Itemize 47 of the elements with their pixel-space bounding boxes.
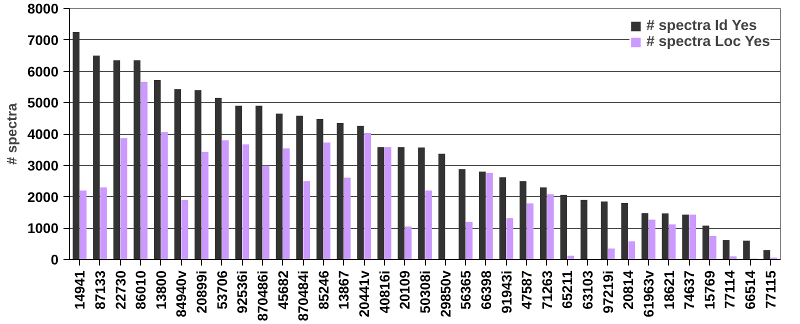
x-tick-label: 84940v — [173, 270, 190, 318]
x-tick-label: 22730 — [112, 270, 128, 310]
x-tick-label: 77115 — [762, 270, 778, 309]
x-tick-label: 20441v — [356, 270, 372, 318]
legend-label: # spectra Id Yes — [646, 18, 757, 34]
y-tick-label: 2000 — [27, 188, 59, 205]
x-tick-label: 63103 — [580, 270, 596, 310]
y-tick-label: 1000 — [27, 220, 59, 236]
x-tick-label: 66398 — [478, 270, 494, 310]
x-tick-label: 870486i — [254, 270, 270, 322]
x-tick-label: 29850v — [437, 270, 454, 318]
y-tick-label: 8000 — [27, 0, 59, 16]
x-tick-label: 92536i — [234, 270, 250, 314]
x-tick-label: 86010 — [132, 270, 149, 310]
x-tick-label: 66514 — [742, 270, 758, 310]
x-tick-label: 53706 — [214, 270, 230, 310]
y-axis-title: # spectra — [3, 103, 20, 165]
x-tick-label: 56365 — [458, 270, 474, 310]
x-tick-label: 91943i — [498, 270, 514, 314]
x-tick-label: 61963v — [640, 270, 656, 318]
x-tick-label: 20899i — [194, 270, 210, 314]
x-tick-label: 20109 — [396, 270, 413, 310]
x-tick-label: 13800 — [152, 270, 169, 310]
x-tick-label: 45682 — [274, 270, 291, 310]
x-tick-label: 65211 — [559, 270, 576, 309]
y-tick-label: 0 — [50, 252, 59, 268]
y-tick-label: 7000 — [27, 32, 59, 48]
x-tick-label: 40816i — [376, 270, 392, 314]
y-tick-label: 4000 — [27, 126, 59, 142]
y-tick-label: 3000 — [27, 157, 59, 174]
x-tick-label: 77114 — [722, 270, 738, 309]
x-tick-label: 13867 — [336, 270, 352, 310]
x-tick-label: 47587 — [518, 270, 535, 310]
x-tick-label: 20814 — [620, 270, 636, 310]
x-tick-label: 74637 — [681, 270, 698, 310]
x-tick-label: 87133 — [92, 270, 108, 310]
y-tick-label: 5000 — [27, 94, 59, 111]
legend-label: # spectra Loc Yes — [646, 34, 770, 50]
x-tick-label: 870484i — [295, 270, 312, 322]
x-tick-label: 71263 — [538, 270, 555, 310]
x-tick-label: 50308i — [417, 270, 433, 314]
x-tick-label: 85246 — [315, 270, 332, 310]
x-tick-label: 18621 — [660, 270, 677, 310]
x-tick-label: 14941 — [72, 270, 88, 310]
y-tick-label: 6000 — [27, 63, 59, 80]
x-tick-label: 15769 — [701, 270, 718, 310]
x-tick-label: 97219i — [600, 270, 616, 314]
